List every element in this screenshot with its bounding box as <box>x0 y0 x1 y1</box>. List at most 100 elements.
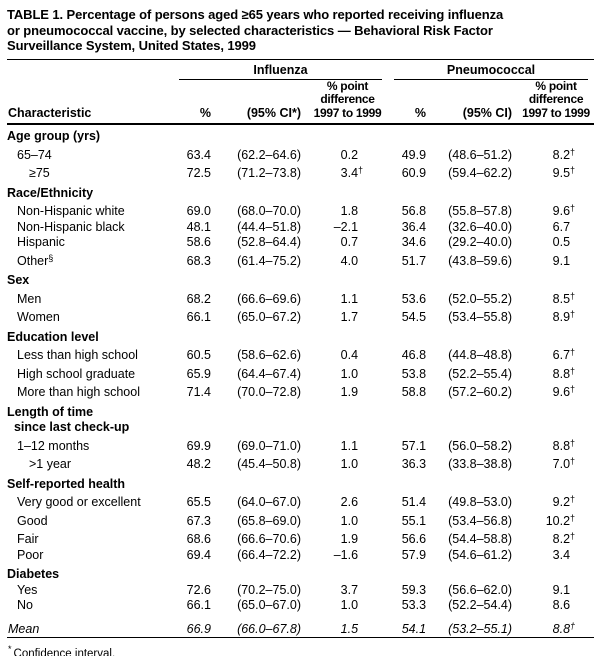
cell-pneu-ci: (53.4–56.8) <box>448 513 513 528</box>
row-label: ≥75 <box>29 166 50 180</box>
cell-pneu-ci: (54.6–61.2) <box>448 547 513 562</box>
cell-pneu-ci: (57.2–60.2) <box>448 385 513 399</box>
table-row: 1–12 months 69.9 (69.0–71.0) 1.1 57.1 (56.0–5… <box>7 436 594 455</box>
cell-pneu-pct: 54.5 <box>401 310 427 324</box>
cell-pneu-diff: 8.8† <box>552 365 576 381</box>
cell-pneu-diff: 8.8† <box>552 620 576 636</box>
cell-flu-pct: 72.5 <box>186 166 211 180</box>
cell-pneu-pct: 51.4 <box>401 495 427 509</box>
row-label: Yes <box>17 582 38 597</box>
cell-flu-pct: 63.4 <box>186 147 211 162</box>
cell-pneu-ci: (56.6–62.0) <box>448 582 513 597</box>
group-header-row: Influenza Pneumococcal <box>7 59 594 80</box>
cell-flu-ci: (66.6–69.6) <box>237 291 301 306</box>
cell-flu-ci: (58.6–62.6) <box>237 348 301 362</box>
cell-pneu-diff: 8.6 <box>552 598 571 612</box>
cell-flu-diff: 1.0 <box>340 457 359 471</box>
col-influenza-ci: (95% CI*) <box>215 79 307 125</box>
cell-flu-pct: 66.1 <box>186 598 211 612</box>
cell-pneu-diff: 8.2† <box>552 531 576 546</box>
pneumococcal-group-label: Pneumococcal <box>394 63 589 80</box>
table-row: Very good or excellent 65.5 (64.0–67.0) 2.6… <box>7 492 594 511</box>
table-body: Age group (yrs) 65–74 63.4 (62.2–64.6) 0.2 49… <box>7 124 594 638</box>
cell-pneu-pct: 58.8 <box>401 385 427 399</box>
cell-pneu-diff: 9.6† <box>552 203 576 218</box>
section-header: Race/Ethnicity <box>7 185 94 200</box>
section-header: Self-reported health <box>7 476 126 491</box>
cell-pneu-diff: 9.2† <box>552 494 576 509</box>
cell-pneu-ci: (53.4–55.8) <box>448 310 513 324</box>
col-pneumococcal-diff: % point difference 1997 to 1999 <box>518 79 595 125</box>
cell-flu-ci: (64.0–67.0) <box>237 495 301 509</box>
cell-flu-pct: 69.0 <box>186 204 211 218</box>
cell-pneu-diff: 10.2† <box>545 512 576 528</box>
row-label: Other§ <box>17 252 54 268</box>
table-row: Poor 69.4 (66.4–72.2) –1.6 57.9 (54.6–61.2) 3.… <box>7 548 594 564</box>
row-label: No <box>17 598 33 612</box>
cell-flu-diff: 0.7 <box>340 235 359 249</box>
cell-flu-pct: 65.9 <box>186 366 211 381</box>
section-header-row: Diabetes <box>7 563 594 583</box>
cell-pneu-diff: 8.8† <box>552 437 576 453</box>
cell-pneu-ci: (59.4–62.2) <box>448 166 513 180</box>
cell-pneu-pct: 59.3 <box>401 582 427 597</box>
cell-pneu-diff: 0.5 <box>552 235 571 249</box>
cell-pneu-pct: 49.9 <box>401 147 427 162</box>
cell-pneu-diff: 6.7 <box>552 219 571 234</box>
cell-flu-ci: (64.4–67.4) <box>237 366 301 381</box>
cell-flu-ci: (45.4–50.8) <box>237 457 301 471</box>
cell-flu-pct: 71.4 <box>186 385 211 399</box>
cell-flu-diff: 1.5 <box>340 621 359 636</box>
cell-flu-ci: (61.4–75.2) <box>237 253 301 268</box>
cell-pneu-ci: (53.2–55.1) <box>448 621 513 636</box>
cell-flu-pct: 68.3 <box>186 253 211 268</box>
influenza-group-label: Influenza <box>179 63 383 80</box>
footnotes: *Confidence interval.†CIs for 1997 and 1… <box>7 642 594 656</box>
group-header-spacer <box>7 59 173 80</box>
cell-flu-ci: (69.0–71.0) <box>237 438 301 453</box>
cell-pneu-diff: 8.2† <box>552 146 576 162</box>
cell-pneu-pct: 34.6 <box>401 235 427 249</box>
cell-flu-pct: 60.5 <box>186 348 211 362</box>
cell-flu-ci: (68.0–70.0) <box>237 204 301 218</box>
row-label: Less than high school <box>17 348 138 362</box>
cell-flu-diff: 1.1 <box>340 291 359 306</box>
cell-pneu-pct: 54.1 <box>401 621 427 636</box>
cell-flu-pct: 67.3 <box>186 513 211 528</box>
cell-pneu-pct: 46.8 <box>401 348 427 362</box>
cell-pneu-ci: (52.2–54.4) <box>448 598 513 612</box>
cell-pneu-diff: 9.1 <box>552 253 571 268</box>
table-row: Mean 66.9 (66.0–67.8) 1.5 54.1 (53.2–55.1) 8.8… <box>7 614 594 638</box>
table-row: Fair 68.6 (66.6–70.6) 1.9 56.6 (54.4–58.8) 8.2… <box>7 529 594 548</box>
cell-pneu-ci: (44.8–48.8) <box>448 348 513 362</box>
cell-flu-ci: (66.0–67.8) <box>237 621 301 636</box>
col-pneumococcal-ci: (95% CI) <box>430 79 519 125</box>
cell-pneu-ci: (43.8–59.6) <box>448 253 513 268</box>
cell-flu-ci: (65.0–67.2) <box>237 310 301 324</box>
section-header: Length of time since last check-up <box>7 404 130 435</box>
cell-pneu-pct: 36.3 <box>401 457 427 471</box>
table-row: Other§ 68.3 (61.4–75.2) 4.0 51.7 (43.8–59.6) 9… <box>7 251 594 270</box>
cell-pneu-ci: (33.8–38.8) <box>448 457 513 471</box>
table-row: Yes 72.6 (70.2–75.0) 3.7 59.3 (56.6–62.0) 9.1 <box>7 583 594 599</box>
table-row: Good 67.3 (65.8–69.0) 1.0 55.1 (53.4–56.8) 10.… <box>7 511 594 530</box>
table-row: Men 68.2 (66.6–69.6) 1.1 53.6 (52.0–55.2) 8.5† <box>7 289 594 308</box>
footnote: * Confidence interval. <box>8 644 116 656</box>
row-label: Non-Hispanic white <box>17 204 125 218</box>
section-header-row: Race/Ethnicity <box>7 182 594 202</box>
cell-flu-pct: 48.2 <box>186 457 211 471</box>
cell-flu-diff: 1.9 <box>340 385 359 399</box>
cell-pneu-diff: 9.1 <box>552 582 571 597</box>
cell-pneu-pct: 55.1 <box>401 513 427 528</box>
cell-pneu-diff: 6.7† <box>552 347 576 362</box>
cell-pneu-pct: 56.8 <box>401 204 427 218</box>
table-row: Hispanic 58.6 (52.8–64.4) 0.7 34.6 (29.2–40.0… <box>7 235 594 251</box>
section-header: Diabetes <box>7 567 60 581</box>
row-label: Very good or excellent <box>17 495 141 509</box>
cell-flu-ci: (71.2–73.8) <box>237 166 301 180</box>
cell-flu-ci: (66.6–70.6) <box>237 532 301 546</box>
row-label: Poor <box>17 547 44 562</box>
row-label: Hispanic <box>17 235 65 249</box>
cell-flu-diff: 1.8 <box>340 204 359 218</box>
cell-flu-diff: 1.9 <box>340 532 359 546</box>
